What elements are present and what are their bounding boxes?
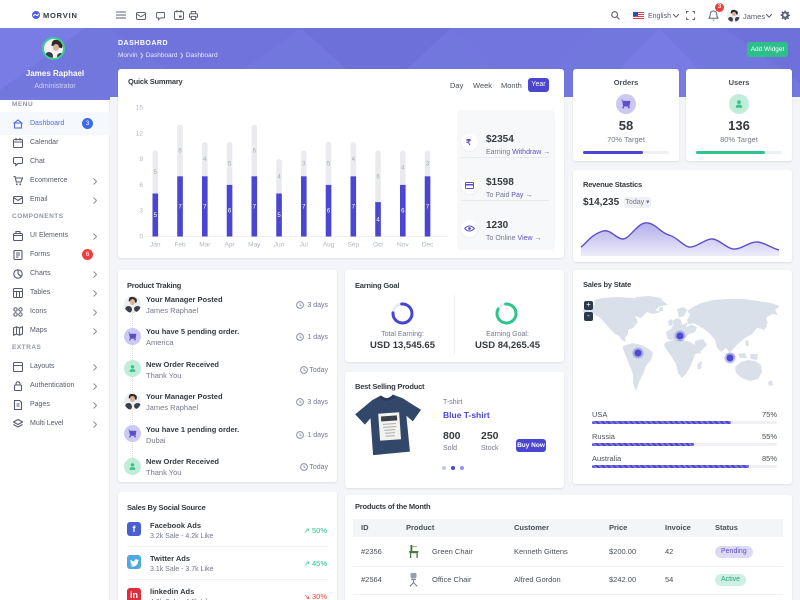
svg-text:9: 9 <box>139 156 143 163</box>
svg-text:5: 5 <box>327 161 331 167</box>
svg-text:7: 7 <box>302 204 306 210</box>
svg-text:Jan: Jan <box>150 242 161 249</box>
svg-text:7: 7 <box>426 204 430 210</box>
svg-text:6: 6 <box>178 149 182 155</box>
svg-text:5: 5 <box>228 161 232 167</box>
svg-text:Apr: Apr <box>224 242 235 249</box>
svg-text:3: 3 <box>302 161 306 167</box>
svg-text:5: 5 <box>154 170 158 176</box>
svg-text:6: 6 <box>327 209 331 215</box>
svg-text:6: 6 <box>253 149 257 155</box>
svg-text:May: May <box>248 242 261 249</box>
svg-text:6: 6 <box>228 209 232 215</box>
svg-text:4: 4 <box>352 157 356 163</box>
svg-text:4: 4 <box>277 174 281 180</box>
svg-text:4: 4 <box>376 217 380 223</box>
svg-text:7: 7 <box>253 204 257 210</box>
svg-text:Oct: Oct <box>373 242 383 249</box>
svg-text:12: 12 <box>136 130 144 137</box>
svg-text:Dec: Dec <box>422 242 434 249</box>
svg-text:Sep: Sep <box>348 242 360 249</box>
svg-text:7: 7 <box>352 204 356 210</box>
svg-text:Jun: Jun <box>274 242 285 249</box>
svg-text:4: 4 <box>203 157 207 163</box>
svg-text:6: 6 <box>376 174 380 180</box>
svg-text:6: 6 <box>401 209 405 215</box>
svg-text:5: 5 <box>154 213 158 219</box>
svg-text:4: 4 <box>401 166 405 172</box>
svg-text:Aug: Aug <box>323 242 335 249</box>
svg-text:7: 7 <box>178 204 182 210</box>
svg-text:Feb: Feb <box>174 242 186 249</box>
svg-text:5: 5 <box>277 213 281 219</box>
svg-text:Nov: Nov <box>397 242 409 249</box>
svg-text:15: 15 <box>136 105 144 112</box>
svg-text:3: 3 <box>426 161 430 167</box>
svg-text:6: 6 <box>139 182 143 189</box>
svg-text:Mar: Mar <box>199 242 211 249</box>
svg-text:Jul: Jul <box>300 242 309 249</box>
svg-text:0: 0 <box>139 234 143 241</box>
svg-text:3: 3 <box>139 208 143 215</box>
svg-text:7: 7 <box>203 204 207 210</box>
